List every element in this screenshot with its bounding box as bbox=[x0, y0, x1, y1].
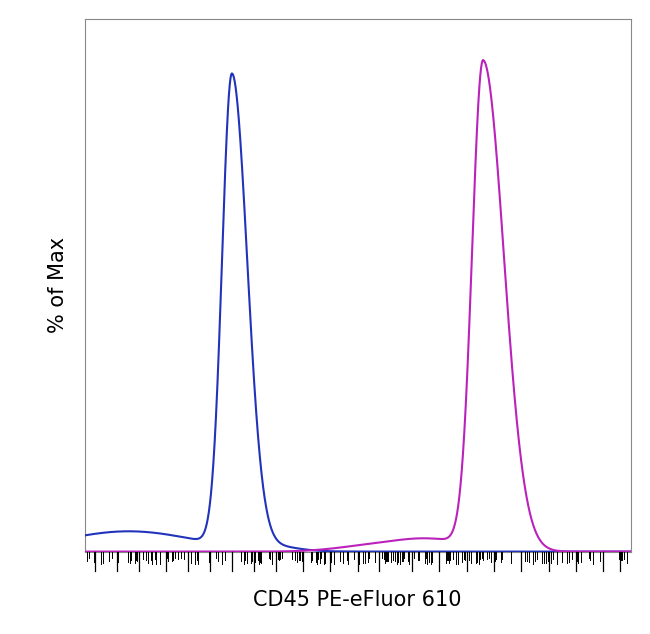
X-axis label: CD45 PE-eFluor 610: CD45 PE-eFluor 610 bbox=[254, 590, 462, 611]
Y-axis label: % of Max: % of Max bbox=[48, 237, 68, 333]
